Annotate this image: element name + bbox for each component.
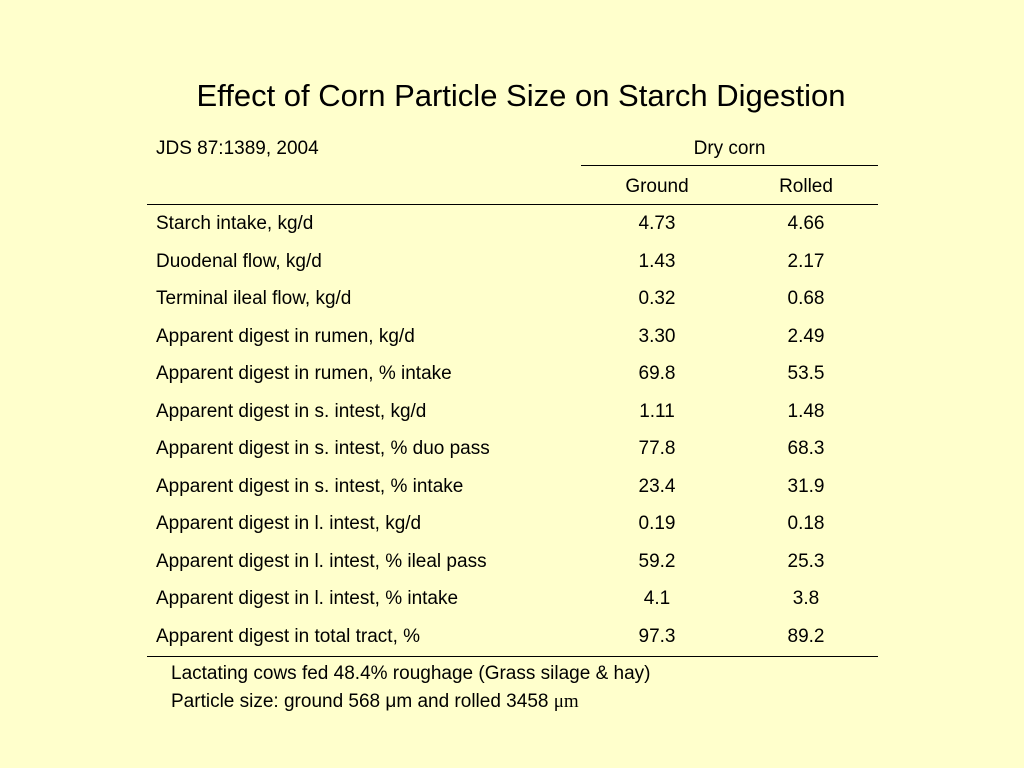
row-label: Apparent digest in l. intest, % intake — [156, 588, 459, 609]
rolled-value: 4.66 — [787, 213, 825, 234]
table-row: Apparent digest in s. intest, kg/d 1.11 … — [0, 394, 1024, 432]
row-label: Duodenal flow, kg/d — [156, 250, 322, 272]
page-title: Effect of Corn Particle Size on Starch D… — [196, 78, 846, 113]
table-row: Apparent digest in s. intest, % intake 2… — [0, 469, 1024, 507]
row-label: Apparent digest in s. intest, kg/d — [156, 400, 427, 422]
rolled-value: 31.9 — [787, 475, 825, 497]
table-body: Starch intake, kg/d 4.73 4.66 Duodenal f… — [0, 206, 1024, 656]
rolled-value: 53.5 — [787, 363, 825, 384]
rolled-value: 68.3 — [787, 438, 825, 459]
row-label: Apparent digest in total tract, % — [156, 625, 421, 647]
ground-value: 77.8 — [638, 438, 676, 459]
ground-value: 0.19 — [638, 513, 676, 534]
row-label: Starch intake, kg/d — [156, 213, 314, 234]
footnote-particle-size-text: Particle size: ground 568 μm and rolled … — [171, 691, 554, 712]
ground-value: 69.8 — [638, 363, 676, 384]
table-row: Apparent digest in total tract, % 97.3 8… — [0, 619, 1024, 657]
row-label: Terminal ileal flow, kg/d — [156, 288, 352, 309]
table-row: Apparent digest in s. intest, % duo pass… — [0, 431, 1024, 469]
table-row: Apparent digest in l. intest, % ileal pa… — [0, 544, 1024, 582]
row-label: Apparent digest in s. intest, % intake — [156, 475, 464, 497]
column-header-rolled: Rolled — [779, 176, 833, 197]
row-label: Apparent digest in rumen, kg/d — [156, 325, 415, 347]
rolled-value: 89.2 — [787, 625, 825, 647]
row-label: Apparent digest in rumen, % intake — [156, 363, 452, 384]
row-label: Apparent digest in l. intest, kg/d — [156, 513, 422, 534]
rolled-value: 25.3 — [787, 550, 825, 572]
row-label: Apparent digest in s. intest, % duo pass — [156, 438, 490, 459]
ground-value: 23.4 — [638, 475, 676, 497]
group-header-dry-corn: Dry corn — [693, 138, 766, 159]
rolled-value: 2.49 — [787, 325, 825, 347]
citation: JDS 87:1389, 2004 — [156, 138, 319, 159]
rolled-value: 0.18 — [787, 513, 825, 534]
column-header-ground: Ground — [625, 176, 689, 197]
table-row: Terminal ileal flow, kg/d 0.32 0.68 — [0, 281, 1024, 319]
row-label: Apparent digest in l. intest, % ileal pa… — [156, 550, 487, 572]
table-row: Apparent digest in l. intest, kg/d 0.19 … — [0, 506, 1024, 544]
footnote-particle-size: Particle size: ground 568 μm and rolled … — [171, 690, 579, 714]
ground-value: 1.43 — [638, 250, 676, 272]
ground-value: 3.30 — [638, 325, 676, 347]
table-bottom-rule — [147, 656, 878, 657]
table-row: Apparent digest in rumen, % intake 69.8 … — [0, 356, 1024, 394]
table-row: Starch intake, kg/d 4.73 4.66 — [0, 206, 1024, 244]
table-row: Apparent digest in l. intest, % intake 4… — [0, 581, 1024, 619]
ground-value: 0.32 — [638, 288, 676, 309]
rolled-value: 1.48 — [787, 400, 825, 422]
ground-value: 1.11 — [639, 400, 675, 422]
rolled-value: 2.17 — [787, 250, 825, 272]
footnote-unit: μm — [553, 691, 579, 712]
rolled-value: 0.68 — [787, 288, 825, 309]
ground-value: 4.73 — [638, 213, 676, 234]
table-header-rule — [147, 204, 878, 205]
table-row: Apparent digest in rumen, kg/d 3.30 2.49 — [0, 319, 1024, 357]
ground-value: 97.3 — [638, 625, 676, 647]
table-row: Duodenal flow, kg/d 1.43 2.17 — [0, 244, 1024, 282]
rolled-value: 3.8 — [792, 588, 820, 609]
ground-value: 4.1 — [643, 588, 671, 609]
group-header-rule — [581, 165, 878, 166]
ground-value: 59.2 — [638, 550, 676, 572]
footnote-roughage: Lactating cows fed 48.4% roughage (Grass… — [171, 663, 651, 684]
